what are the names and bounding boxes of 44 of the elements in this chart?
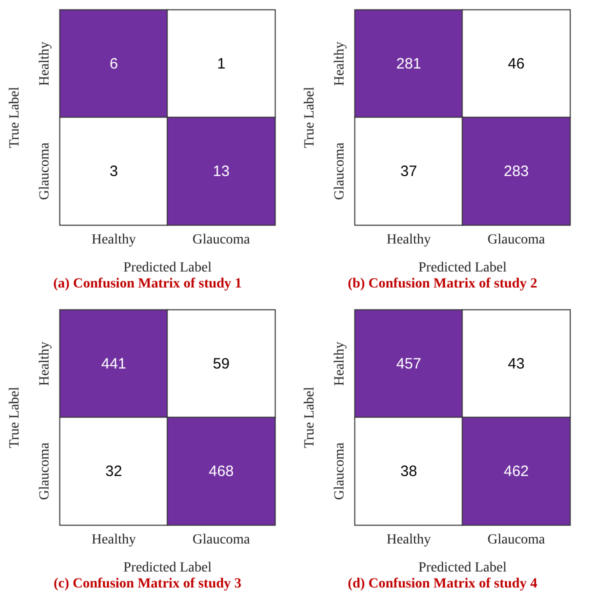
data-label: 13 bbox=[212, 162, 230, 180]
y-axis-title: True Label bbox=[302, 86, 318, 148]
y-tick-label: Glaucoma bbox=[38, 142, 52, 200]
data-label: 462 bbox=[504, 462, 529, 480]
x-tick-label: Glaucoma bbox=[487, 232, 546, 248]
y-axis-title: True Label bbox=[8, 386, 22, 448]
x-tick-label: Healthy bbox=[92, 532, 136, 548]
y-tick-label: Healthy bbox=[332, 342, 348, 386]
data-label: 3 bbox=[110, 162, 118, 180]
x-axis-title: Predicted Label bbox=[418, 560, 507, 576]
data-label: 32 bbox=[105, 462, 122, 480]
y-axis-title: True Label bbox=[8, 86, 22, 148]
data-label: 43 bbox=[508, 355, 525, 372]
x-tick-label: Glaucoma bbox=[192, 532, 251, 548]
data-label: 457 bbox=[396, 355, 422, 372]
text: (a) Confusion Matrix of study 1 bbox=[53, 276, 242, 292]
x-axis-title: Predicted Label bbox=[418, 260, 507, 276]
data-label: 38 bbox=[400, 462, 418, 480]
data-label: 1 bbox=[217, 55, 226, 72]
x-tick-label: Glaucoma bbox=[192, 232, 251, 248]
y-tick-label: Healthy bbox=[332, 42, 348, 86]
data-label: 37 bbox=[400, 162, 418, 180]
x-tick-label: Healthy bbox=[92, 232, 136, 248]
y-tick-label: Glaucoma bbox=[332, 142, 348, 200]
y-tick-label: Glaucoma bbox=[38, 442, 52, 500]
x-tick-label: Healthy bbox=[386, 232, 431, 248]
data-label: 468 bbox=[208, 462, 234, 480]
text: (b) Confusion Matrix of study 2 bbox=[348, 276, 538, 292]
x-tick-label: Glaucoma bbox=[487, 532, 546, 548]
data-label: 283 bbox=[504, 162, 529, 180]
y-tick-label: Healthy bbox=[38, 342, 52, 386]
x-axis-title: Predicted Label bbox=[123, 560, 212, 576]
text: (d) Confusion Matrix of study 4 bbox=[348, 576, 538, 592]
data-label: 46 bbox=[508, 55, 525, 72]
x-tick-label: Healthy bbox=[386, 532, 431, 548]
x-axis-title: Predicted Label bbox=[123, 260, 212, 276]
data-label: 281 bbox=[396, 55, 422, 72]
y-axis-title: True Label bbox=[302, 386, 318, 448]
y-tick-label: Glaucoma bbox=[332, 442, 348, 500]
data-label: 59 bbox=[212, 355, 230, 372]
y-tick-label: Healthy bbox=[38, 42, 52, 86]
data-label: 6 bbox=[110, 55, 118, 72]
data-label: 441 bbox=[101, 355, 126, 372]
text: (c) Confusion Matrix of study 3 bbox=[54, 576, 242, 592]
